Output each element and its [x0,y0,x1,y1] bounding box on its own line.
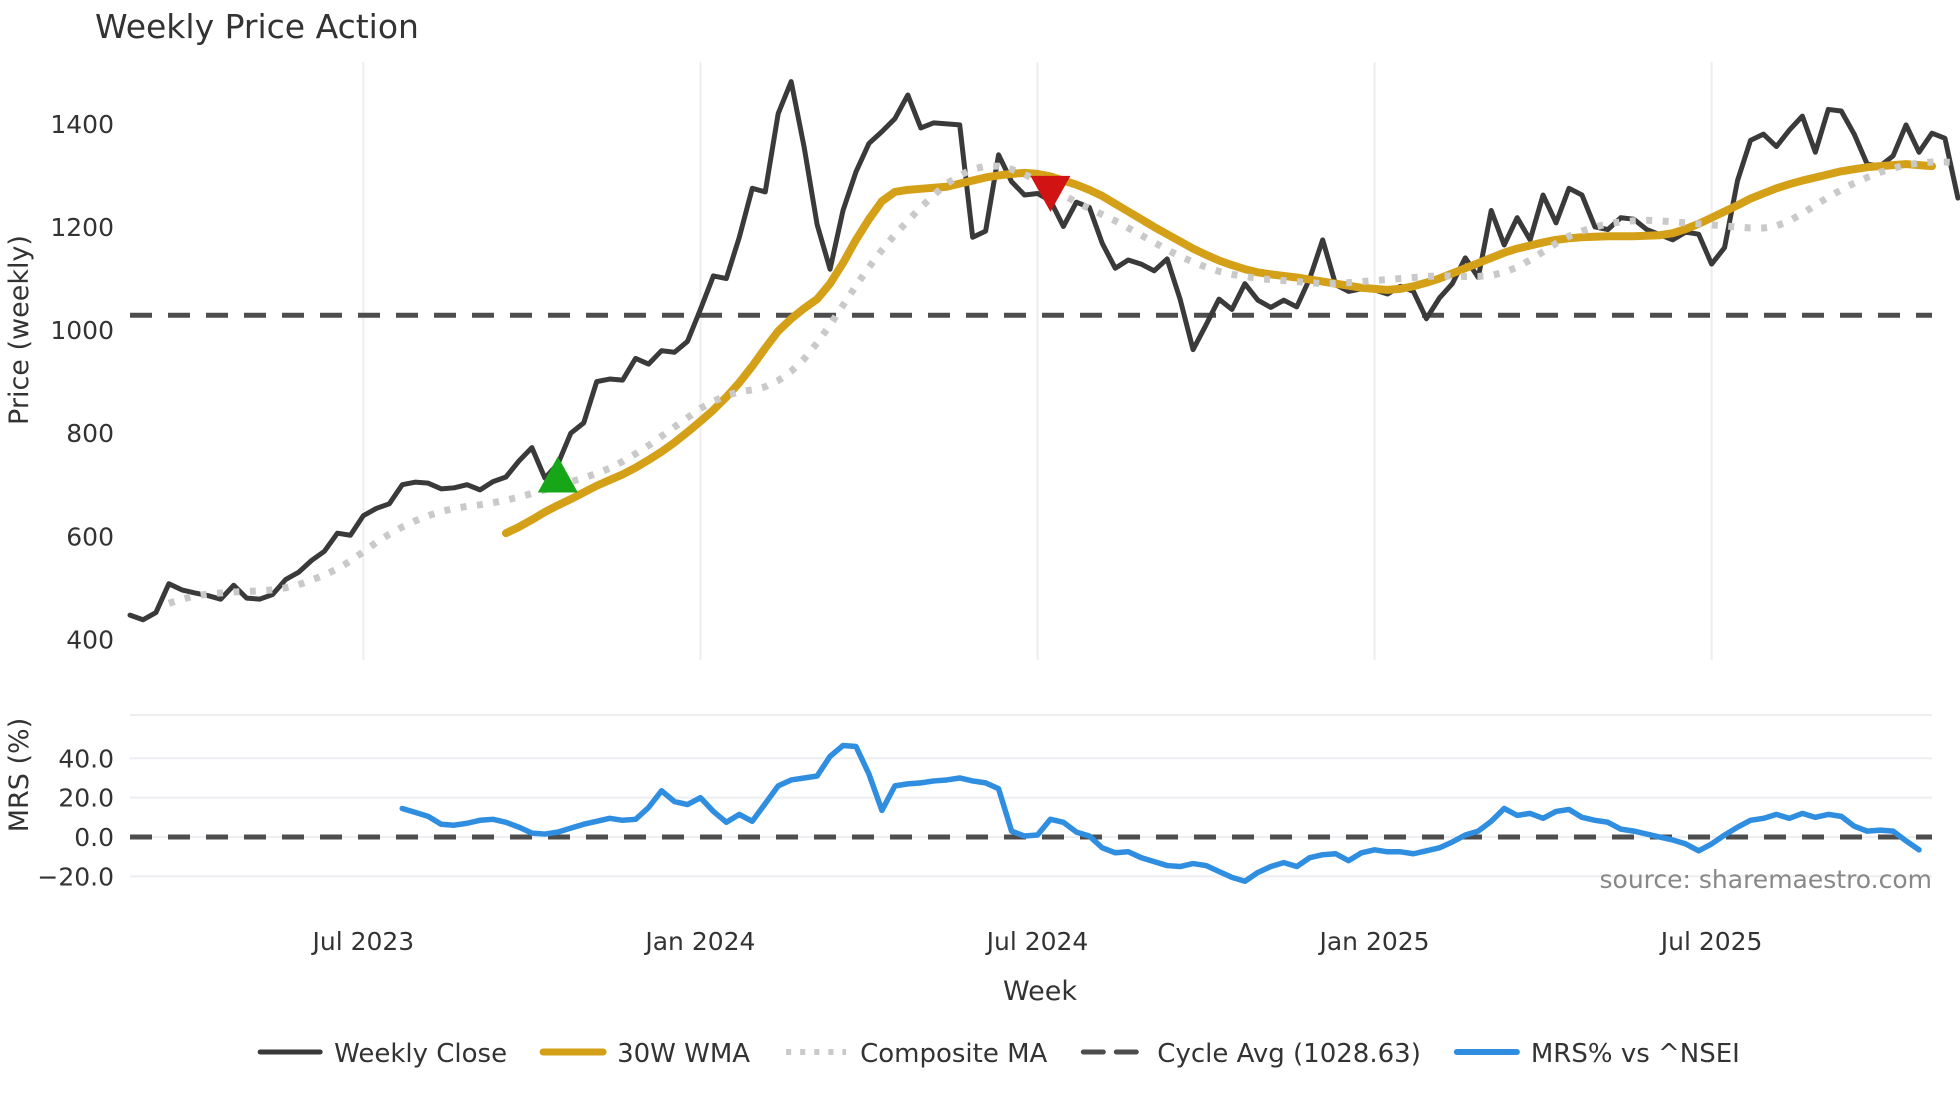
sell-signal-marker [1030,175,1071,212]
y-axis-tick-label: 0.0 [74,823,114,852]
y-axis-tick-label: 800 [66,419,114,448]
mrs-series-group [399,742,1922,885]
y-axis-tick-label: 600 [66,522,114,551]
price-y-axis-title: Price (weekly) [4,235,35,425]
legend-label[interactable]: Composite MA [860,1039,1047,1069]
mrs-panel: −20.0 0.0 20.0 40.0 MRS (%) Jul 2023 Jan 202… [4,714,1933,1007]
mrs-y-axis-title: MRS (%) [4,718,35,833]
page-title: Weekly Price Action [95,7,419,46]
series-line [501,160,1936,538]
y-axis-tick-label: −20.0 [37,862,114,891]
y-axis-tick-label: 1000 [50,316,114,345]
x-axis-tick-label: Jul 2025 [1659,927,1763,956]
x-axis-tick-label: Jan 2024 [643,927,755,956]
chart-legend: Weekly Close 30W WMA Composite MA Cycle Avg… [257,1039,1740,1069]
x-axis-tick-label: Jan 2025 [1317,927,1429,956]
price-gridlines [362,62,1713,660]
mrs-y-axis-ticks: −20.0 0.0 20.0 40.0 [37,744,114,891]
source-annotation: source: sharemaestro.com [1600,865,1933,894]
x-axis-tick-label: Jul 2023 [310,927,414,956]
legend-label[interactable]: Weekly Close [334,1039,507,1069]
price-y-axis-ticks: 400 600 800 1000 1200 1400 [50,110,114,655]
price-signal-markers [537,175,1071,493]
x-axis-ticks: Jul 2023 Jan 2024 Jul 2024 Jan 2025 Jul 2025 [310,927,1762,956]
y-axis-tick-label: 20.0 [58,784,114,813]
series-line [399,742,1922,885]
legend-label[interactable]: Cycle Avg (1028.63) [1157,1039,1421,1069]
legend-label[interactable]: 30W WMA [617,1039,750,1069]
y-axis-tick-label: 1200 [50,213,114,242]
y-axis-tick-label: 1400 [50,110,114,139]
x-axis-tick-label: Jul 2024 [985,927,1089,956]
y-axis-tick-label: 40.0 [58,744,114,773]
price-panel: 400 600 800 1000 1200 1400 Price (weekly) [4,62,1960,660]
x-axis-title: Week [1003,976,1077,1007]
y-axis-tick-label: 400 [66,625,114,654]
buy-signal-marker [537,456,578,493]
legend-label[interactable]: MRS% vs ^NSEI [1531,1039,1740,1069]
